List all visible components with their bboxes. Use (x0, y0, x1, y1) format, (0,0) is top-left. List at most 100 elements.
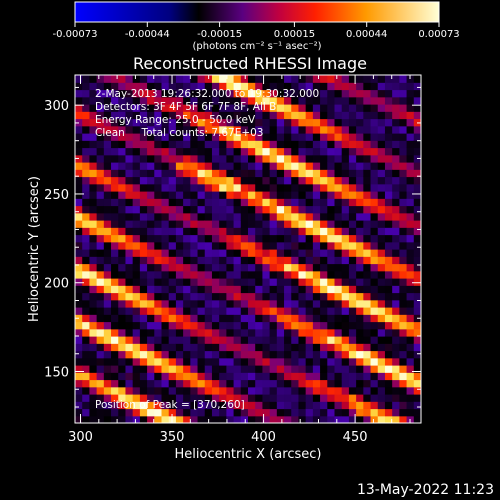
heatmap-cell (233, 379, 242, 388)
heatmap-cell (175, 198, 184, 207)
heatmap-cell (348, 147, 357, 156)
heatmap-cell (298, 379, 307, 388)
heatmap-cell (399, 394, 408, 402)
heatmap-cell (320, 357, 328, 366)
heatmap-cell (139, 96, 148, 105)
heatmap-cell (240, 140, 249, 149)
annotations: 2-May-2013 19:26:32.000 to 19:30:32.000 … (95, 88, 319, 411)
heatmap-cell (341, 270, 350, 279)
heatmap-cell (341, 299, 350, 308)
heatmap-cell (284, 357, 292, 366)
heatmap-cell (161, 343, 170, 352)
heatmap-cell (204, 212, 213, 221)
heatmap-cell (320, 328, 328, 337)
heatmap-cell (312, 212, 321, 221)
heatmap-cell (89, 176, 98, 185)
heatmap-cell (262, 408, 271, 417)
heatmap-cell (103, 365, 112, 373)
heatmap-cell (399, 321, 408, 330)
heatmap-cell (89, 292, 98, 301)
heatmap-cell (197, 191, 206, 199)
heatmap-cell (75, 357, 83, 366)
heatmap-cell (111, 241, 119, 250)
heatmap-cell (413, 379, 421, 388)
heatmap-cell (248, 394, 256, 402)
heatmap-cell (384, 191, 393, 199)
heatmap-cell (219, 220, 227, 228)
heatmap-cell (211, 89, 220, 98)
heatmap-cell (276, 125, 285, 134)
colorbar-tick-label: 0.00044 (346, 29, 387, 40)
heatmap-cell (175, 256, 184, 265)
heatmap-cell (226, 169, 235, 178)
heatmap-cell (89, 328, 98, 337)
heatmap-cell (240, 104, 249, 112)
heatmap-cell (175, 82, 184, 91)
heatmap-cell (406, 220, 415, 228)
heatmap-cell (82, 89, 91, 98)
heatmap-cell (262, 140, 271, 149)
heatmap-cell (312, 394, 321, 402)
heatmap-cell (413, 75, 421, 83)
heatmap-cell (175, 241, 184, 250)
heatmap-cell (226, 249, 235, 257)
heatmap-cell (384, 292, 393, 301)
heatmap-cell (226, 321, 235, 330)
heatmap-cell (190, 82, 199, 91)
heatmap-cell (96, 220, 105, 228)
heatmap-cell (240, 169, 249, 178)
heatmap-cell (190, 147, 199, 156)
heatmap-cell (320, 241, 328, 250)
heatmap-cell (363, 212, 372, 221)
heatmap-cell (384, 133, 393, 141)
heatmap-cell (377, 234, 386, 243)
heatmap-cell (118, 125, 127, 134)
heatmap-cell (82, 249, 91, 257)
heatmap-cell (284, 162, 292, 170)
heatmap-cell (161, 350, 170, 359)
heatmap-cell (161, 415, 170, 423)
heatmap-cell (82, 140, 91, 149)
heatmap-cell (327, 292, 336, 301)
heatmap-cell (327, 198, 336, 207)
heatmap-cell (139, 386, 148, 395)
heatmap-cell (291, 111, 300, 120)
heatmap-cell (399, 401, 408, 410)
heatmap-cell (240, 408, 249, 417)
heatmap-cell (175, 111, 184, 120)
heatmap-cell (377, 162, 386, 170)
heatmap-cell (183, 147, 191, 156)
heatmap-cell (377, 212, 386, 221)
heatmap-cell (276, 147, 285, 156)
heatmap-cell (341, 263, 350, 272)
heatmap-cell (139, 350, 148, 359)
heatmap-cell (168, 372, 177, 381)
heatmap-cell (168, 227, 177, 236)
heatmap-cell (103, 256, 112, 265)
heatmap-cell (183, 169, 191, 178)
heatmap-cell (226, 292, 235, 301)
heatmap-cell (75, 270, 83, 279)
heatmap-cell (255, 176, 264, 185)
heatmap-cell (168, 321, 177, 330)
heatmap-cell (269, 394, 278, 402)
heatmap-cell (262, 270, 271, 279)
heatmap-cell (219, 350, 227, 359)
heatmap-cell (111, 234, 119, 243)
heatmap-cell (139, 278, 148, 286)
heatmap-cell (125, 118, 134, 127)
heatmap-cell (175, 234, 184, 243)
heatmap-cell (356, 379, 364, 388)
heatmap-cell (204, 270, 213, 279)
heatmap-cell (284, 270, 292, 279)
heatmap-cell (118, 169, 127, 178)
heatmap-cell (147, 379, 155, 388)
heatmap-cell (240, 96, 249, 105)
heatmap-cell (305, 270, 314, 279)
heatmap-cell (370, 169, 379, 178)
heatmap-cell (96, 241, 105, 250)
heatmap-cell (103, 205, 112, 214)
heatmap-cell (284, 365, 292, 373)
heatmap-cell (248, 133, 256, 141)
heatmap-cell (377, 205, 386, 214)
